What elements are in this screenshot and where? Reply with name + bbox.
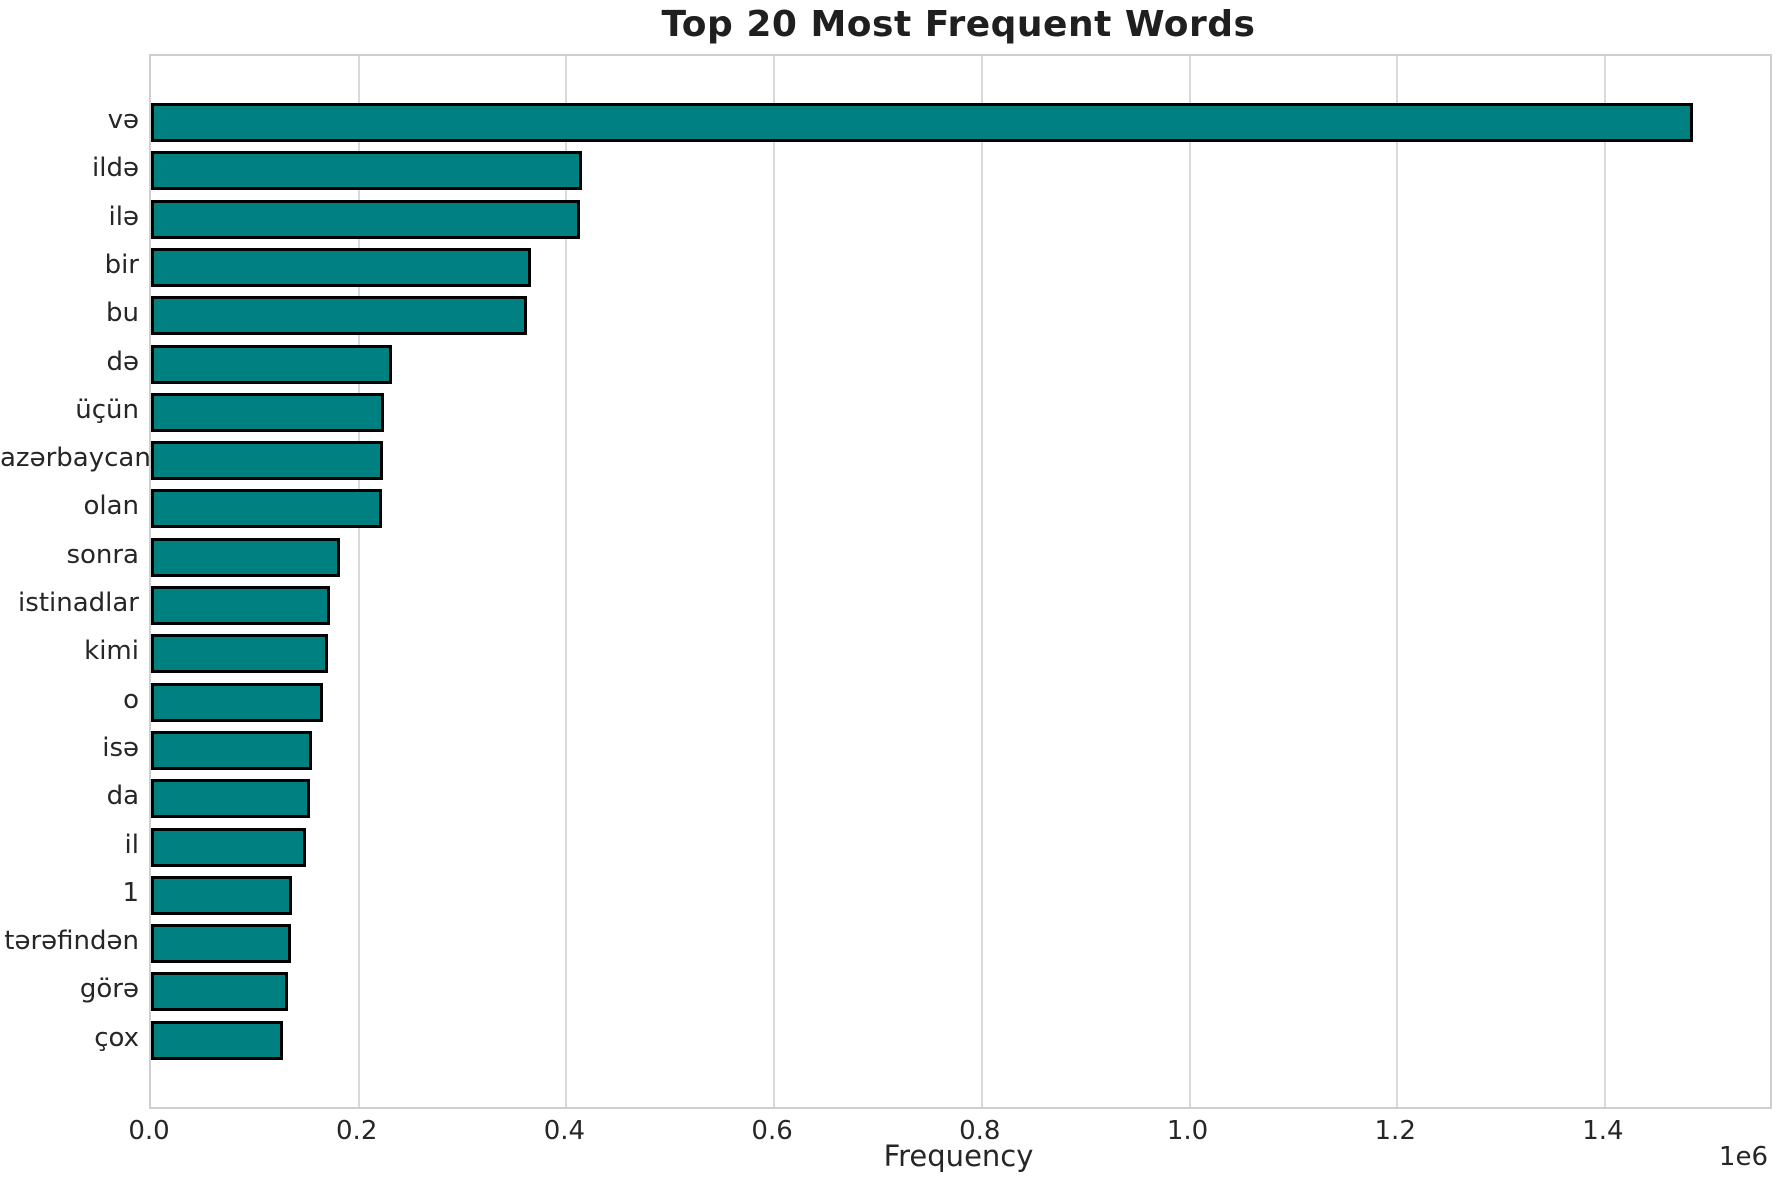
gridline xyxy=(357,56,360,1107)
gridline xyxy=(1188,56,1191,1107)
bar-bu xyxy=(151,296,527,336)
y-tick-label: ilə xyxy=(108,201,139,232)
x-tick-label: 0.2 xyxy=(336,1116,378,1146)
bar-1 xyxy=(151,875,293,915)
bar-azərbaycan xyxy=(151,441,383,481)
y-tick-label: olan xyxy=(83,491,139,522)
axis-offset-text: 1e6 xyxy=(1718,1142,1768,1172)
x-tick-label: 1.0 xyxy=(1166,1116,1209,1146)
bar-ildə xyxy=(151,151,582,191)
y-tick-label: tərəfindən xyxy=(4,926,139,957)
bar-da xyxy=(151,779,310,819)
bar-tərəfindən xyxy=(151,924,292,964)
y-tick-label: və xyxy=(107,105,139,135)
y-tick-label: üçün xyxy=(75,394,139,425)
bar-üçün xyxy=(151,392,384,432)
bar-il xyxy=(151,827,306,867)
y-tick-label: 1 xyxy=(122,877,139,908)
y-tick-label: istinadlar xyxy=(18,588,139,618)
bar-o xyxy=(151,682,324,722)
plot-area xyxy=(149,54,1772,1109)
y-tick-label: kimi xyxy=(84,636,139,667)
x-tick-label: 0.0 xyxy=(128,1116,170,1146)
gridline xyxy=(1396,56,1399,1107)
bar-isə xyxy=(151,730,312,770)
bar-olan xyxy=(151,489,382,529)
y-tick-label: bir xyxy=(104,249,139,280)
y-tick-label: da xyxy=(106,781,139,812)
bar-kimi xyxy=(151,634,328,674)
gridline xyxy=(773,56,776,1107)
bar-görə xyxy=(151,972,289,1012)
gridline xyxy=(980,56,983,1107)
gridline xyxy=(565,56,568,1107)
y-tick-label: isə xyxy=(102,732,139,763)
y-tick-label: bu xyxy=(106,298,139,329)
y-tick-label: ildə xyxy=(92,153,139,184)
x-axis-label: Frequency xyxy=(883,1139,1034,1173)
bar-istinadlar xyxy=(151,586,330,625)
bar-də xyxy=(151,344,392,384)
bar-sonra xyxy=(151,537,340,577)
x-tick-label: 0.4 xyxy=(543,1116,586,1146)
chart-title: Top 20 Most Frequent Words xyxy=(661,4,1256,45)
gridline xyxy=(1603,56,1606,1107)
y-tick-label: o xyxy=(123,684,139,715)
y-tick-label: görə xyxy=(79,974,139,1005)
bar-və xyxy=(151,103,1694,142)
x-tick-label: 1.2 xyxy=(1374,1116,1416,1146)
x-tick-label: 0.8 xyxy=(959,1116,1001,1146)
bar-çox xyxy=(151,1020,284,1060)
y-tick-label: sonra xyxy=(66,539,139,570)
y-tick-label: il xyxy=(124,829,139,860)
x-tick-label: 1.4 xyxy=(1582,1116,1624,1146)
y-tick-label: azərbaycan xyxy=(0,443,151,474)
bar-ilə xyxy=(151,199,580,239)
y-tick-label: də xyxy=(106,346,140,377)
y-tick-label: çox xyxy=(94,1022,139,1053)
x-tick-label: 0.6 xyxy=(751,1116,793,1146)
bar-bir xyxy=(151,247,532,287)
